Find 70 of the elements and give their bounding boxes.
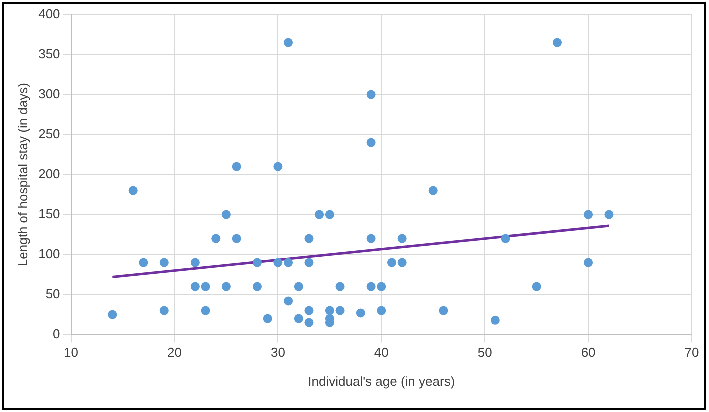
x-tick-label: 70: [684, 345, 700, 360]
point: [366, 282, 376, 292]
x-axis-title: Individual's age (in years): [308, 374, 456, 389]
point: [253, 258, 262, 268]
point: [128, 186, 138, 196]
y-tick-label: 300: [38, 86, 60, 102]
point: [284, 258, 294, 268]
point: [304, 234, 314, 244]
point: [222, 282, 231, 292]
y-tick-label: 250: [38, 126, 60, 142]
point: [232, 162, 242, 172]
y-tick-label: 350: [38, 46, 60, 62]
y-tick-label: 50: [46, 286, 60, 302]
point: [160, 258, 169, 268]
point: [232, 234, 242, 244]
point: [160, 306, 169, 316]
point: [222, 210, 231, 220]
point: [108, 310, 118, 320]
point: [366, 234, 376, 244]
point: [294, 282, 304, 292]
point: [439, 306, 448, 316]
point: [253, 282, 262, 292]
y-tick-label: 200: [38, 166, 60, 182]
point: [336, 306, 345, 316]
x-tick-label: 60: [581, 345, 596, 360]
point: [190, 282, 200, 292]
point: [315, 210, 324, 220]
point: [212, 234, 221, 244]
x-tick-label: 50: [478, 345, 492, 360]
point: [377, 306, 386, 316]
point: [366, 138, 376, 148]
point: [304, 258, 314, 268]
point: [501, 234, 510, 244]
point: [274, 258, 283, 268]
point: [284, 296, 294, 306]
x-tick-label: 10: [64, 345, 79, 360]
point: [139, 258, 148, 268]
point: [398, 258, 407, 268]
x-tick-label: 30: [270, 345, 286, 360]
point: [263, 314, 272, 324]
point: [201, 306, 210, 316]
point: [387, 258, 396, 268]
point: [398, 234, 407, 244]
point: [366, 90, 376, 100]
point: [336, 282, 345, 292]
point: [284, 38, 294, 48]
point: [553, 38, 562, 48]
y-tick-label: 100: [38, 246, 60, 262]
point: [304, 306, 314, 316]
point: [490, 316, 500, 325]
y-tick-label: 400: [38, 6, 60, 22]
point: [428, 186, 438, 196]
point: [584, 210, 594, 220]
y-axis-title: Length of hospital stay (in days): [15, 83, 30, 267]
point: [201, 282, 210, 292]
y-tick-label: 150: [38, 206, 60, 222]
x-tick-label: 40: [374, 345, 389, 360]
point: [190, 258, 200, 268]
point: [584, 258, 594, 268]
point: [304, 318, 314, 328]
point: [356, 308, 366, 318]
point: [294, 314, 304, 324]
point: [325, 210, 334, 220]
point: [325, 306, 334, 316]
x-tick-label: 20: [168, 345, 182, 360]
point: [377, 282, 386, 292]
point: [532, 282, 542, 292]
y-tick-label: 0: [53, 326, 60, 342]
point: [274, 162, 283, 172]
point: [604, 210, 614, 220]
